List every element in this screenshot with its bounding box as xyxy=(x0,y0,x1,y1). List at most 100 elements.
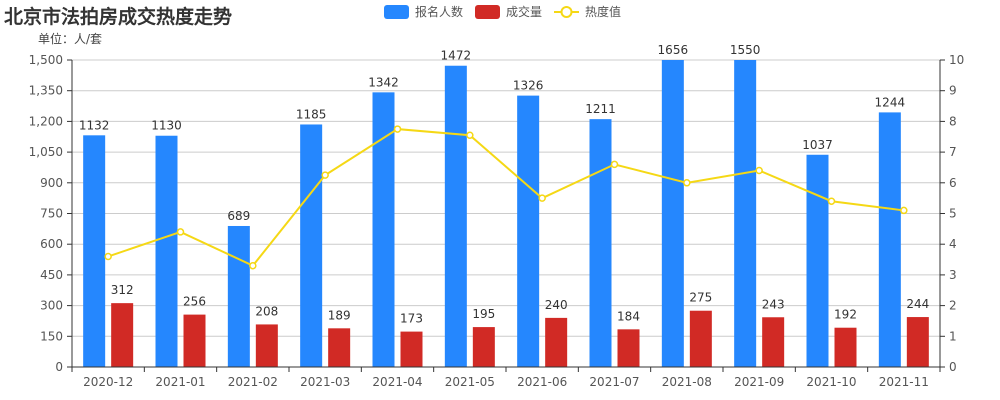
bar-deals[interactable] xyxy=(255,324,278,367)
legend-label: 成交量 xyxy=(506,5,543,19)
bar-signups[interactable] xyxy=(227,225,250,367)
x-axis-label: 2021-07 xyxy=(589,375,639,389)
bar-value-label: 689 xyxy=(227,209,250,223)
bar-value-label: 1656 xyxy=(658,43,689,57)
bar-value-label: 256 xyxy=(183,295,206,309)
bar-value-label: 1185 xyxy=(296,107,327,121)
bar-value-label: 184 xyxy=(617,309,640,323)
bar-deals[interactable] xyxy=(762,317,785,367)
x-axis-label: 2021-04 xyxy=(372,375,422,389)
heat-point[interactable] xyxy=(176,228,185,236)
bar-value-label: 195 xyxy=(472,307,495,321)
x-axis-label: 2021-05 xyxy=(445,375,495,389)
heat-point[interactable] xyxy=(249,261,257,270)
bar-signups[interactable] xyxy=(589,119,612,367)
bar-deals[interactable] xyxy=(328,328,351,367)
x-axis-label: 2021-02 xyxy=(228,375,278,389)
right-axis-label: 7 xyxy=(949,145,957,159)
left-axis-label: 1,350 xyxy=(29,84,63,98)
legend-item-deals[interactable]: 成交量 xyxy=(475,3,542,20)
bar-value-label: 189 xyxy=(328,308,351,322)
chart-title: 北京市法拍房成交热度走势 xyxy=(4,6,233,28)
heat-point[interactable] xyxy=(900,206,908,215)
bar-signups[interactable] xyxy=(155,135,178,367)
bar-deals[interactable] xyxy=(545,317,568,367)
bar-signups[interactable] xyxy=(734,60,757,367)
bar-signups[interactable] xyxy=(444,65,467,368)
bar-signups[interactable] xyxy=(300,124,323,367)
right-axis-label: 9 xyxy=(949,84,957,98)
bar-value-label: 1472 xyxy=(441,49,472,63)
right-axis-label: 5 xyxy=(949,207,957,221)
bar-deals[interactable] xyxy=(834,327,857,367)
bar-signups[interactable] xyxy=(372,92,395,367)
bar-deals[interactable] xyxy=(183,314,206,367)
bar-value-label: 243 xyxy=(762,297,785,311)
heat-point[interactable] xyxy=(683,179,691,187)
bar-value-label: 1550 xyxy=(730,43,761,57)
right-axis-label: 6 xyxy=(949,176,957,190)
legend-label: 报名人数 xyxy=(415,5,464,19)
heat-point[interactable] xyxy=(393,125,402,133)
heat-point[interactable] xyxy=(466,131,474,139)
chart-legend: 报名人数 成交量 热度值 xyxy=(384,3,633,20)
x-axis-label: 2021-03 xyxy=(300,375,350,389)
signups-swatch-icon xyxy=(384,4,409,19)
left-axis-label: 750 xyxy=(40,207,63,221)
bar-value-label: 312 xyxy=(111,283,134,297)
heat-line xyxy=(107,128,904,267)
bar-value-label: 1130 xyxy=(151,119,182,133)
bar-value-label: 275 xyxy=(689,291,712,305)
legend-item-signups[interactable]: 报名人数 xyxy=(384,3,463,20)
bar-value-label: 1211 xyxy=(585,102,616,116)
heat-point[interactable] xyxy=(538,194,546,202)
unit-label: 单位：人/套 xyxy=(38,32,103,46)
left-axis-label: 300 xyxy=(40,299,63,313)
right-axis-label: 10 xyxy=(949,53,964,67)
x-axis-label: 2021-09 xyxy=(734,375,784,389)
x-axis-label: 2021-08 xyxy=(662,375,712,389)
bar-value-label: 240 xyxy=(545,298,568,312)
bar-value-label: 1244 xyxy=(875,95,906,109)
bar-deals[interactable] xyxy=(472,327,495,367)
right-axis-label: 4 xyxy=(949,237,957,251)
left-axis-label: 900 xyxy=(40,176,63,190)
legend-label: 热度值 xyxy=(585,5,622,19)
right-axis-label: 1 xyxy=(949,329,957,343)
legend-item-heat[interactable]: 热度值 xyxy=(554,3,621,20)
bar-signups[interactable] xyxy=(517,95,540,367)
bar-deals[interactable] xyxy=(617,329,640,367)
left-axis-label: 1,500 xyxy=(29,53,63,67)
x-axis-label: 2021-10 xyxy=(806,375,856,389)
bar-value-label: 173 xyxy=(400,312,423,326)
left-axis-label: 450 xyxy=(40,268,63,282)
bar-value-label: 1326 xyxy=(513,79,544,93)
bar-value-label: 1037 xyxy=(802,138,833,152)
right-axis-label: 3 xyxy=(949,268,957,282)
bar-signups[interactable] xyxy=(661,60,684,367)
heat-point[interactable] xyxy=(610,160,619,169)
right-axis-label: 2 xyxy=(949,299,957,313)
heat-line-swatch-icon xyxy=(554,5,580,18)
left-axis-label: 150 xyxy=(40,329,63,343)
heat-point[interactable] xyxy=(827,197,836,205)
bar-deals[interactable] xyxy=(400,331,423,367)
heat-point[interactable] xyxy=(104,252,112,261)
bar-deals[interactable] xyxy=(111,303,134,367)
left-axis-label: 0 xyxy=(55,360,63,374)
deals-swatch-icon xyxy=(475,4,501,19)
bar-deals[interactable] xyxy=(906,317,929,367)
x-axis-label: 2020-12 xyxy=(83,375,133,389)
bar-deals[interactable] xyxy=(689,310,712,367)
x-axis-label: 2021-06 xyxy=(517,375,567,389)
x-axis-label: 2021-11 xyxy=(879,375,929,389)
bar-signups[interactable] xyxy=(806,154,829,367)
bar-signups[interactable] xyxy=(83,135,106,367)
bar-value-label: 244 xyxy=(906,297,929,311)
heat-point[interactable] xyxy=(321,171,329,179)
heat-point[interactable] xyxy=(755,166,763,175)
bar-value-label: 208 xyxy=(255,304,278,318)
bar-value-label: 1342 xyxy=(368,75,399,89)
bar-value-label: 1132 xyxy=(79,118,110,132)
bar-signups[interactable] xyxy=(878,112,901,367)
